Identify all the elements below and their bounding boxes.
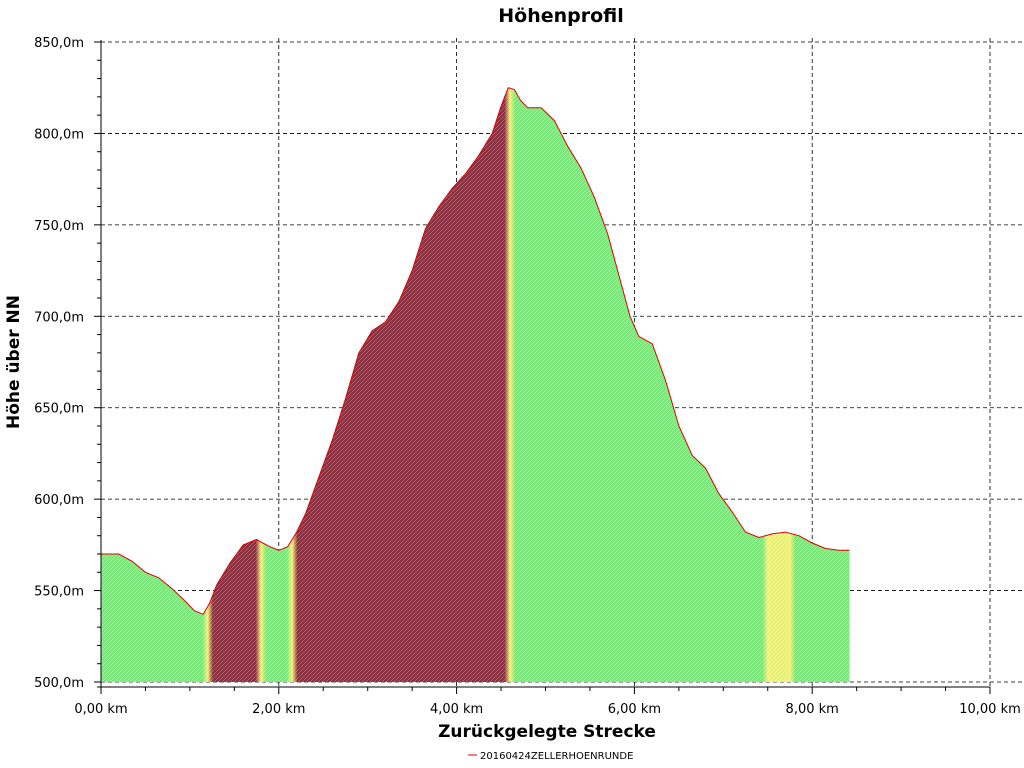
- y-axis-ticks: 500,0m 550,0m 600,0m 650,0m 700,0m 750,0m 800,…: [34, 36, 101, 691]
- x-tick-label: 6,00 km: [608, 702, 661, 717]
- y-tick-label: 600,0m: [34, 493, 84, 508]
- y-tick-label: 850,0m: [34, 36, 84, 51]
- y-axis-label: Höhe über NN: [4, 295, 24, 429]
- elevation-line: [101, 87, 850, 615]
- x-tick-label: 10,00 km: [959, 702, 1021, 717]
- y-tick-label: 500,0m: [34, 676, 84, 691]
- y-tick-label: 750,0m: [34, 219, 84, 234]
- y-tick-label: 700,0m: [34, 310, 84, 325]
- y-tick-label: 800,0m: [34, 127, 84, 142]
- x-tick-label: 0,00 km: [74, 702, 127, 717]
- x-tick-label: 8,00 km: [786, 702, 839, 717]
- y-tick-label: 550,0m: [34, 585, 84, 600]
- x-axis-ticks: 0,00 km 2,00 km 4,00 km 6,00 km 8,00 km 10,00…: [74, 687, 1021, 717]
- y-tick-label: 650,0m: [34, 402, 84, 417]
- x-axis-label: Zurückgelegte Strecke: [438, 722, 656, 742]
- elevation-area-hatch: [101, 87, 850, 682]
- x-tick-label: 4,00 km: [430, 702, 483, 717]
- chart-title: Höhenprofil: [498, 5, 624, 27]
- x-tick-label: 2,00 km: [252, 702, 305, 717]
- legend: 20160424ZELLERHOENRUNDE: [468, 751, 633, 762]
- plot-area: [101, 87, 850, 682]
- legend-label: 20160424ZELLERHOENRUNDE: [480, 751, 633, 762]
